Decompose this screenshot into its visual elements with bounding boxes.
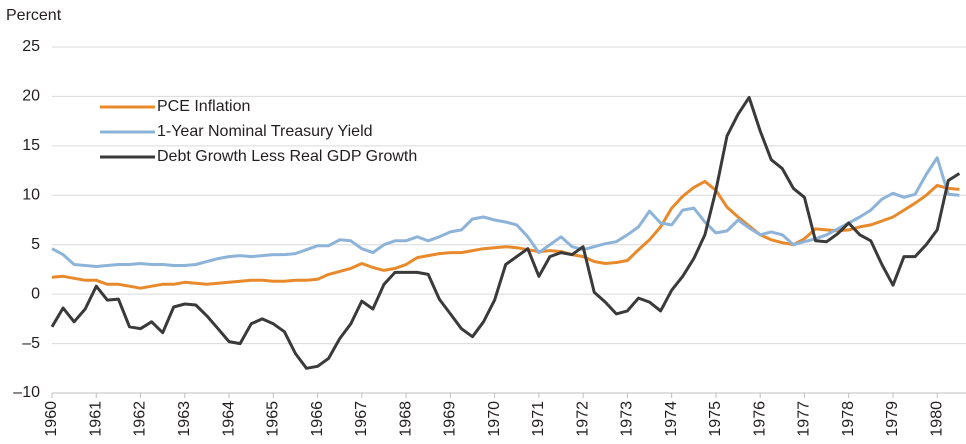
legend-label: Debt Growth Less Real GDP Growth — [157, 148, 417, 165]
y-tick-label: 0 — [31, 285, 40, 302]
x-tick-label: 1975 — [707, 401, 724, 437]
series-line — [50, 95, 961, 370]
y-axis-label: Percent — [6, 7, 62, 24]
x-tick-label: 1980 — [928, 401, 945, 437]
y-tick-label: 10 — [22, 187, 40, 204]
x-tick-label: 1971 — [530, 401, 547, 437]
series-line — [51, 179, 960, 290]
x-tick-label: 1970 — [486, 401, 503, 437]
x-tick-label: 1972 — [574, 401, 591, 437]
x-tick-label: 1963 — [176, 401, 193, 437]
y-tick-label: –5 — [22, 335, 40, 352]
series-line — [51, 156, 960, 268]
x-tick-label: 1973 — [619, 401, 636, 437]
x-tick-label: 1967 — [353, 401, 370, 437]
x-tick-label: 1964 — [220, 401, 237, 437]
x-tick-label: 1974 — [663, 401, 680, 437]
x-tick-label: 1965 — [265, 401, 282, 437]
x-tick-label: 1969 — [442, 401, 459, 437]
y-tick-label: 15 — [22, 137, 40, 154]
x-tick-label: 1968 — [397, 401, 414, 437]
x-tick-label: 1962 — [132, 401, 149, 437]
x-tick-label: 1979 — [884, 401, 901, 437]
x-tick-label: 1976 — [751, 401, 768, 437]
y-tick-label: –10 — [13, 384, 40, 401]
y-tick-label: 25 — [22, 38, 40, 55]
legend-label: PCE Inflation — [157, 98, 250, 115]
y-tick-label: 5 — [31, 236, 40, 253]
legend-label: 1-Year Nominal Treasury Yield — [157, 123, 373, 140]
x-tick-label: 1978 — [840, 401, 857, 437]
x-tick-label: 1961 — [87, 401, 104, 437]
y-tick-label: 20 — [22, 88, 40, 105]
x-tick-label: 1960 — [43, 401, 60, 437]
x-tick-label: 1966 — [309, 401, 326, 437]
x-tick-label: 1977 — [796, 401, 813, 437]
